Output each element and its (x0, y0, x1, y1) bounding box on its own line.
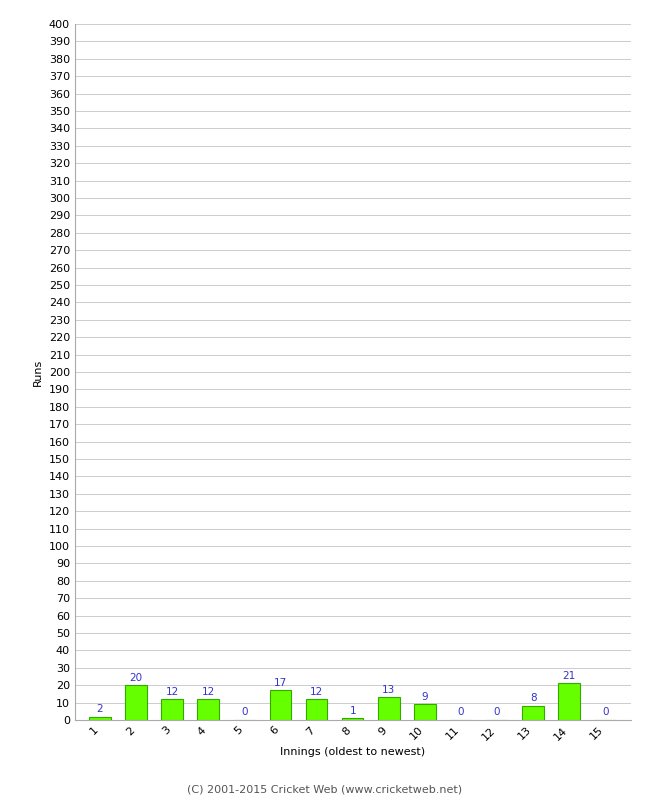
Text: 8: 8 (530, 694, 536, 703)
Text: 12: 12 (202, 686, 215, 697)
Bar (306, 699, 328, 720)
Text: 1: 1 (349, 706, 356, 716)
Text: 9: 9 (421, 692, 428, 702)
Text: 17: 17 (274, 678, 287, 688)
Bar (378, 698, 400, 720)
Text: 0: 0 (241, 707, 248, 718)
Bar (89, 717, 111, 720)
Y-axis label: Runs: Runs (33, 358, 43, 386)
Text: (C) 2001-2015 Cricket Web (www.cricketweb.net): (C) 2001-2015 Cricket Web (www.cricketwe… (187, 784, 463, 794)
Bar (522, 706, 544, 720)
Bar (558, 683, 580, 720)
Text: 12: 12 (310, 686, 323, 697)
Bar (125, 685, 147, 720)
Text: 12: 12 (166, 686, 179, 697)
Text: 2: 2 (97, 704, 103, 714)
Bar (161, 699, 183, 720)
X-axis label: Innings (oldest to newest): Innings (oldest to newest) (280, 747, 425, 758)
Text: 0: 0 (602, 707, 608, 718)
Bar (342, 718, 363, 720)
Text: 13: 13 (382, 685, 395, 694)
Text: 0: 0 (494, 707, 500, 718)
Text: 0: 0 (458, 707, 464, 718)
Bar (414, 704, 436, 720)
Text: 21: 21 (562, 671, 576, 681)
Bar (198, 699, 219, 720)
Text: 20: 20 (129, 673, 142, 682)
Bar (270, 690, 291, 720)
